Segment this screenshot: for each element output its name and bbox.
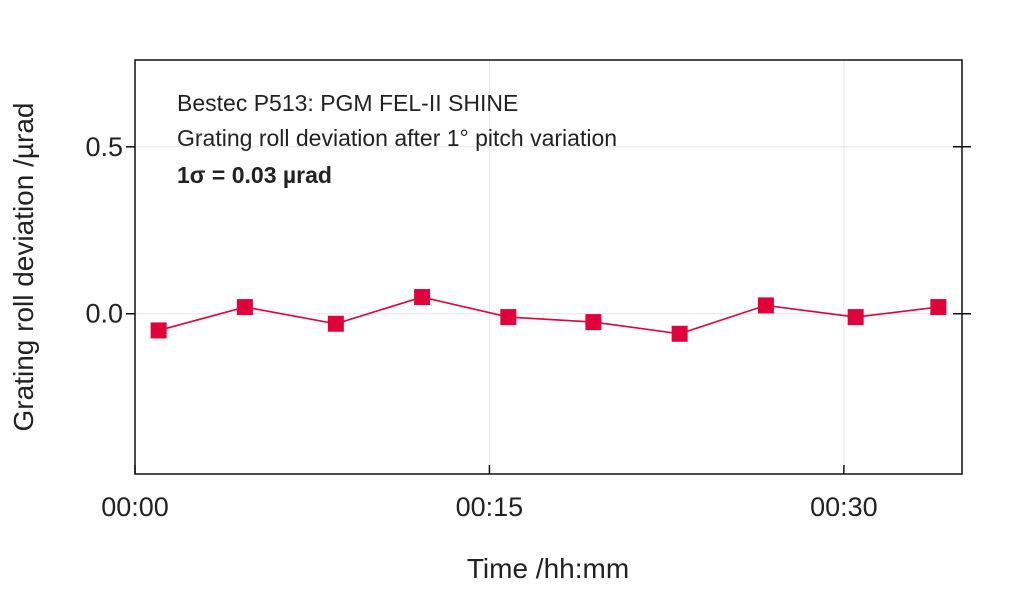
chart-title-line-1: Bestec P513: PGM FEL-II SHINE	[177, 90, 518, 116]
ticks: 00:00 00:15 00:30 0.0 0.5	[85, 132, 971, 522]
data-point	[757, 297, 774, 314]
chart-title-line-2: Grating roll deviation after 1° pitch va…	[177, 125, 617, 151]
y-axis-label: Grating roll deviation /µrad	[8, 103, 39, 432]
data-point	[414, 289, 431, 306]
x-tick-label: 00:15	[456, 492, 524, 522]
data-point	[585, 314, 602, 331]
data-point	[327, 315, 344, 332]
plot-frame	[134, 59, 963, 475]
series	[150, 289, 947, 342]
data-point	[930, 299, 947, 316]
sigma-annotation: 1σ = 0.03 µrad	[177, 162, 332, 188]
x-axis-label: Time /hh:mm	[467, 553, 629, 584]
data-point	[847, 309, 864, 326]
data-point	[500, 309, 517, 326]
y-tick-label: 0.0	[85, 299, 123, 329]
y-tick-label: 0.5	[85, 132, 123, 162]
data-point	[236, 299, 253, 316]
x-tick-label: 00:00	[101, 492, 169, 522]
series-line	[158, 296, 939, 335]
data-point	[150, 322, 167, 339]
x-tick-label: 00:30	[810, 492, 878, 522]
data-point	[671, 325, 688, 342]
grid	[135, 60, 962, 474]
